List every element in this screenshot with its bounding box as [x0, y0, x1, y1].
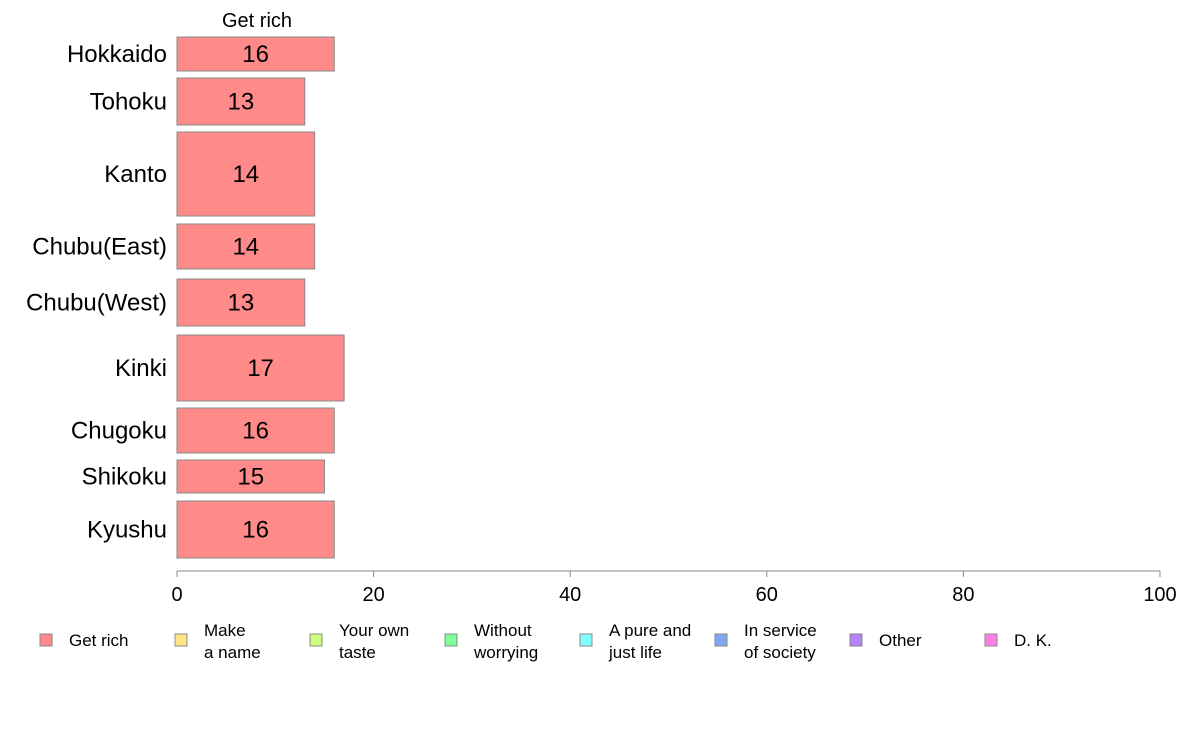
legend-label-your-own-taste: Your own taste	[339, 621, 409, 662]
value-label-shikoku: 15	[237, 464, 264, 491]
bar-tohoku	[176, 77, 306, 126]
bar-shikoku	[176, 459, 325, 494]
x-tick-label-20: 20	[362, 584, 384, 606]
legend-swatch-without-worrying	[444, 633, 458, 647]
bar-kinki	[176, 334, 345, 402]
bar-hokkaido	[176, 36, 335, 72]
legend-swatch-your-own-taste	[309, 633, 323, 647]
legend-label-d-k: D. K.	[1014, 631, 1052, 650]
x-tick-label-100: 100	[1143, 584, 1176, 606]
x-tick-label-0: 0	[171, 584, 182, 606]
value-label-hokkaido: 16	[242, 41, 269, 68]
legend-swatch-other	[849, 633, 863, 647]
x-tick-label-40: 40	[559, 584, 581, 606]
category-label-hokkaido: Hokkaido	[67, 41, 167, 68]
legend-swatch-get-rich	[39, 633, 53, 647]
legend-swatch-d-k	[984, 633, 998, 647]
value-label-tohoku: 13	[228, 89, 255, 116]
value-label-kanto: 14	[232, 161, 259, 188]
legend-label-in-service-of-society: In service of society	[744, 621, 817, 662]
value-label-kinki: 17	[247, 355, 274, 382]
column-title: Get rich	[222, 10, 292, 32]
bars-group: Hokkaido 16 Tohoku 13 Kanto 14 Chubu(East) 14 Ch…	[26, 36, 345, 559]
category-label-kinki: Kinki	[115, 355, 167, 382]
legend-label-a-pure-and-just-life: A pure and just life	[608, 621, 691, 662]
legend: Get rich Make a name Your own taste Without wo…	[39, 621, 1052, 662]
value-label-chugoku: 16	[242, 418, 269, 445]
value-label-chubu-east: 14	[232, 234, 259, 261]
bar-kyushu	[176, 500, 335, 559]
legend-label-get-rich: Get rich	[69, 631, 129, 650]
legend-label-other: Other	[879, 631, 922, 650]
bar-kanto	[176, 131, 316, 217]
category-label-chugoku: Chugoku	[71, 418, 167, 445]
category-label-kyushu: Kyushu	[87, 517, 167, 544]
category-label-chubu-west: Chubu(West)	[26, 290, 167, 317]
x-axis: 0 20 40 60 80 100	[171, 570, 1177, 606]
category-label-tohoku: Tohoku	[90, 89, 167, 116]
legend-label-without-worrying: Without worrying	[473, 621, 538, 662]
x-tick-label-80: 80	[952, 584, 974, 606]
value-label-kyushu: 16	[242, 517, 269, 544]
bar-chubu-west	[176, 278, 306, 327]
category-label-kanto: Kanto	[104, 161, 167, 188]
legend-swatch-in-service-of-society	[714, 633, 728, 647]
category-label-chubu-east: Chubu(East)	[32, 234, 167, 261]
value-label-chubu-west: 13	[228, 290, 255, 317]
legend-swatch-a-pure-and-just-life	[579, 633, 593, 647]
bar-chubu-east	[176, 223, 316, 270]
bar-chugoku	[176, 407, 335, 454]
category-label-shikoku: Shikoku	[82, 464, 167, 491]
legend-label-make-a-name: Make a name	[204, 621, 261, 662]
x-tick-label-60: 60	[756, 584, 778, 606]
legend-swatch-make-a-name	[174, 633, 188, 647]
